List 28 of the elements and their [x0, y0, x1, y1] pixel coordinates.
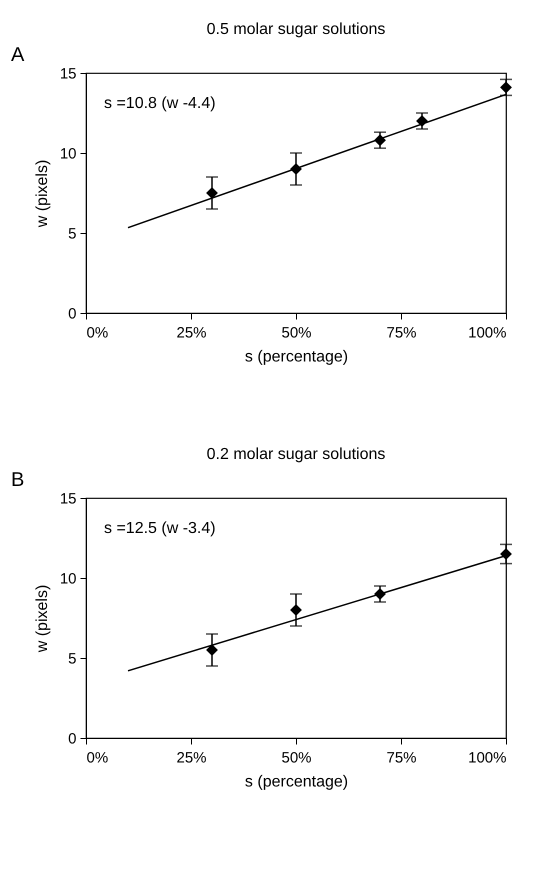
text: B: [11, 469, 24, 491]
y-tick-label: 10: [60, 146, 76, 162]
chart-title: 0.2 molar sugar solutions: [206, 446, 386, 463]
x-tick-label: 25%: [176, 324, 207, 342]
x-tick-label: 75%: [386, 750, 417, 766]
x-tick-label: 100%: [468, 750, 506, 766]
x-tick-label: 0%: [86, 324, 108, 342]
y-axis-title: w (pixels): [34, 160, 51, 228]
y-tick-label: 5: [68, 226, 76, 242]
y-tick-label: 5: [68, 650, 76, 668]
text: A: [11, 44, 25, 66]
x-tick-label: 100%: [468, 324, 506, 342]
y-axis-title: w (pixels): [34, 584, 51, 654]
y-tick-label: 0: [68, 306, 76, 322]
annotation: s =10.8 (w -4.4): [104, 95, 216, 112]
x-tick-label: 50%: [281, 324, 312, 342]
x-tick-label: 25%: [176, 750, 207, 766]
x-axis-title: s (percentage): [244, 774, 348, 790]
chart-title: 0.5 molar sugar solutions: [206, 21, 386, 38]
y-tick-label: 15: [60, 490, 76, 508]
x-tick-label: 75%: [386, 324, 417, 342]
annotation: s =12.5 (w -3.4): [104, 520, 216, 537]
x-axis-title: s (percentage): [244, 348, 348, 366]
y-tick-label: 10: [60, 570, 76, 588]
x-tick-label: 50%: [281, 750, 312, 766]
y-tick-label: 15: [60, 66, 76, 82]
y-tick-label: 0: [68, 730, 76, 748]
x-tick-label: 0%: [86, 750, 108, 766]
